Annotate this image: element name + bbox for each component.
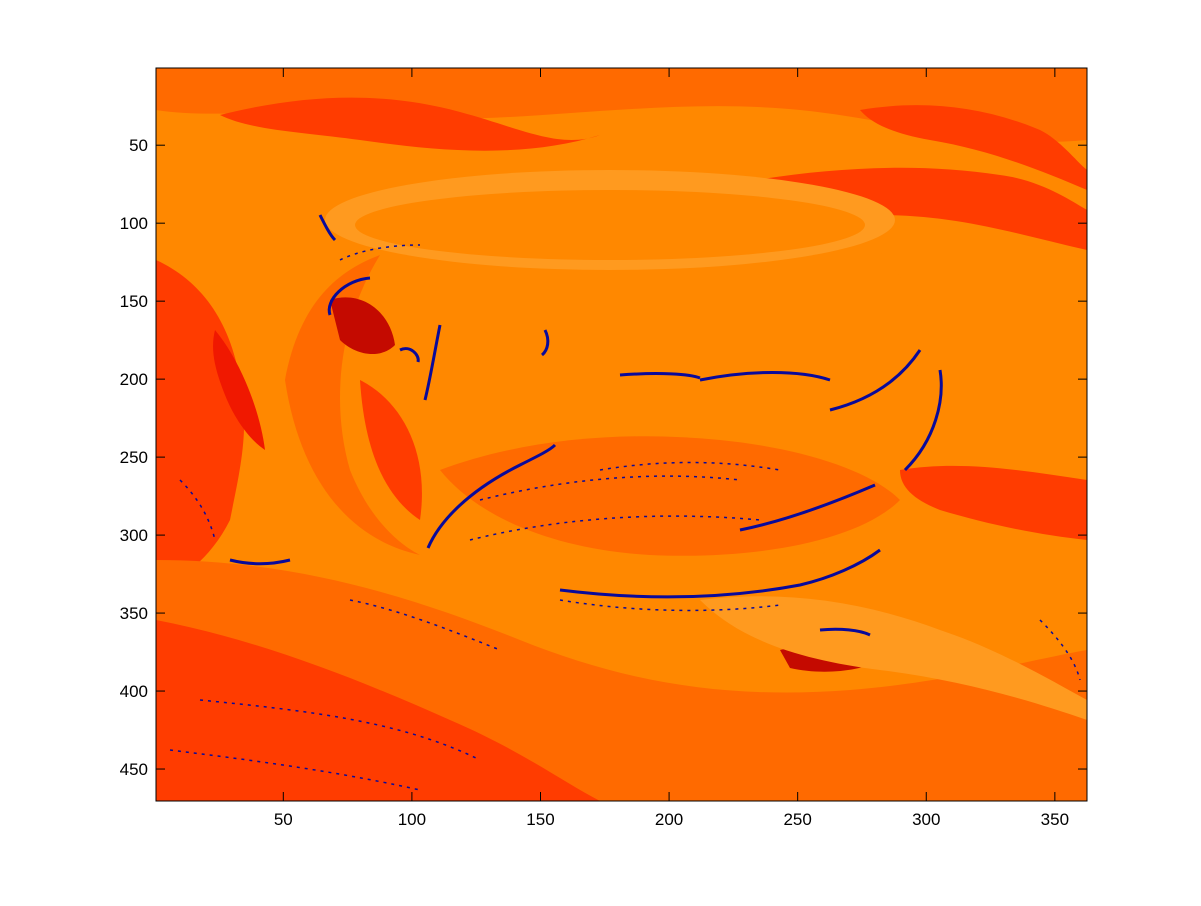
y-tick-label: 250 [120,448,148,467]
x-tick-label: 300 [912,810,940,829]
x-axis: 50 100 150 200 250 300 350 [274,68,1069,829]
plot-frame [155,67,1088,802]
y-tick-label: 300 [120,526,148,545]
y-tick-label: 400 [120,682,148,701]
x-tick-label: 100 [398,810,426,829]
x-tick-label: 150 [526,810,554,829]
y-tick-label: 350 [120,604,148,623]
y-tick-label: 450 [120,760,148,779]
y-tick-label: 150 [120,292,148,311]
y-axis: 50 100 150 200 250 300 350 400 450 [120,136,1087,779]
y-tick-label: 200 [120,370,148,389]
heatmap-image [156,68,1087,801]
x-tick-label: 200 [655,810,683,829]
y-tick-label: 50 [129,136,148,155]
x-tick-label: 350 [1041,810,1069,829]
x-tick-label: 50 [274,810,293,829]
y-tick-label: 100 [120,214,148,233]
x-tick-label: 250 [783,810,811,829]
